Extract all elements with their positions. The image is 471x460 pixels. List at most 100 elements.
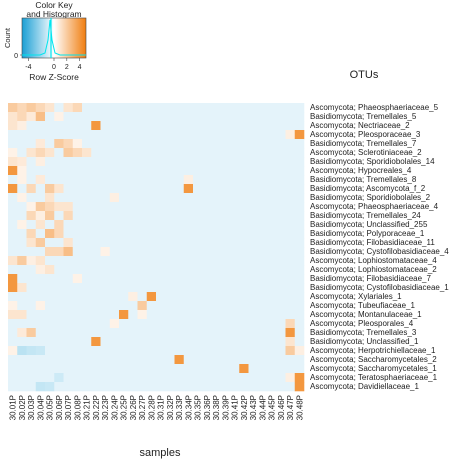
heatmap-cell (26, 265, 37, 275)
heatmap-cell (156, 211, 166, 221)
heatmap-cell (294, 175, 305, 185)
column-label: 30.32P (166, 395, 175, 420)
heatmap-cell (72, 265, 83, 275)
column-label: 30.45P (268, 395, 277, 420)
heatmap-cell (35, 247, 46, 257)
heatmap-cell (45, 202, 55, 212)
heatmap-cell (183, 193, 194, 203)
heatmap-cell (248, 364, 259, 374)
heatmap-cell (17, 319, 27, 329)
heatmap-cell (230, 193, 240, 203)
column-label: 30.07P (64, 395, 73, 420)
heatmap-cell (267, 112, 277, 122)
key-xtick-label: 2 (65, 64, 69, 71)
heatmap-cell (17, 238, 27, 248)
heatmap-cell (72, 103, 83, 113)
heatmap-cell (100, 229, 111, 239)
heatmap-cell (137, 328, 148, 338)
heatmap-cell (26, 103, 37, 113)
heatmap-cell (100, 220, 111, 230)
heatmap-cell (276, 247, 286, 257)
heatmap-cell (193, 130, 203, 140)
heatmap-cell (165, 355, 175, 365)
heatmap-cell (8, 337, 18, 347)
heatmap-cell (174, 292, 185, 302)
heatmap-cell (248, 148, 259, 158)
heatmap-cell (35, 382, 46, 392)
heatmap-cell (257, 328, 268, 338)
heatmap-cell (119, 364, 129, 374)
heatmap-cell (72, 211, 83, 221)
heatmap-cell (248, 382, 259, 392)
heatmap-cell (202, 319, 212, 329)
heatmap-cell (26, 274, 37, 284)
heatmap-cell (267, 202, 277, 212)
heatmap-cell (276, 175, 286, 185)
heatmap-cell (72, 247, 83, 257)
heatmap-cell (202, 355, 212, 365)
heatmap-cell (17, 283, 27, 293)
heatmap-cell (119, 229, 129, 239)
heatmap-cell (91, 211, 101, 221)
heatmap-cell (183, 319, 194, 329)
heatmap-cell (63, 193, 74, 203)
heatmap-cell (220, 139, 231, 149)
heatmap-cell (146, 202, 157, 212)
heatmap-cell (267, 265, 277, 275)
heatmap-cell (17, 355, 27, 365)
heatmap-cell (165, 364, 175, 374)
heatmap-cell (239, 220, 249, 230)
heatmap-cell (257, 346, 268, 356)
heatmap-cell (146, 355, 157, 365)
heatmap-cell (137, 211, 148, 221)
heatmap-cell (230, 364, 240, 374)
heatmap-cell (35, 139, 46, 149)
heatmap-cell (156, 256, 166, 266)
heatmap-cell (230, 130, 240, 140)
heatmap-cell (72, 292, 83, 302)
heatmap-cell (26, 211, 37, 221)
heatmap-cell (276, 382, 286, 392)
heatmap-cell (285, 103, 296, 113)
heatmap-cell (294, 310, 305, 320)
heatmap-cell (257, 382, 268, 392)
heatmap-cell (54, 220, 64, 230)
heatmap-cell (239, 274, 249, 284)
heatmap-cell (8, 211, 18, 221)
heatmap-cell (100, 175, 111, 185)
heatmap-cell (45, 220, 55, 230)
heatmap-cell (35, 193, 46, 203)
heatmap-cell (183, 247, 194, 257)
heatmap-cell (91, 121, 101, 131)
column-label: 30.31P (157, 395, 166, 420)
row-label: Basidiomycota; Polyporaceae_1 (310, 229, 425, 238)
key-xtick-label: 0 (52, 64, 56, 71)
heatmap-cell (220, 121, 231, 131)
heatmap-cell (165, 184, 175, 194)
heatmap-cell (17, 130, 27, 140)
heatmap-cell (119, 220, 129, 230)
heatmap-cell (285, 112, 296, 122)
heatmap-cell (82, 319, 92, 329)
heatmap-cell (239, 346, 249, 356)
heatmap-cell (257, 175, 268, 185)
heatmap-cell (156, 103, 166, 113)
heatmap-cell (8, 310, 18, 320)
heatmap-cell (183, 265, 194, 275)
heatmap-cell (26, 292, 37, 302)
heatmap-cell (91, 148, 101, 158)
heatmap-cell (17, 346, 27, 356)
heatmap-cell (230, 229, 240, 239)
heatmap-cell (26, 184, 37, 194)
heatmap-cell (35, 292, 46, 302)
heatmap-cell (165, 166, 175, 176)
heatmap-cell (267, 319, 277, 329)
heatmap-cell (239, 166, 249, 176)
heatmap-cell (119, 184, 129, 194)
heatmap-cell (146, 265, 157, 275)
heatmap-cell (193, 292, 203, 302)
heatmap-cell (63, 130, 74, 140)
heatmap-cell (17, 202, 27, 212)
heatmap-cell (91, 256, 101, 266)
